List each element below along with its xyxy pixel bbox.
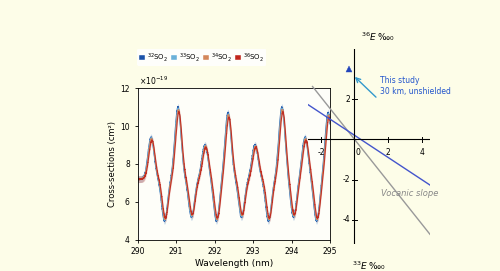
Text: -2: -2 — [317, 148, 324, 157]
Legend: $^{32}$SO$_2$, $^{33}$SO$_2$, $^{34}$SO$_2$, $^{36}$SO$_2$: $^{32}$SO$_2$, $^{33}$SO$_2$, $^{34}$SO$… — [137, 49, 266, 66]
Text: 0: 0 — [356, 148, 360, 157]
Y-axis label: Cross-sections (cm²): Cross-sections (cm²) — [108, 121, 118, 207]
Text: $^{36}E$ ‰₀: $^{36}E$ ‰₀ — [362, 31, 396, 43]
Text: Vocanic slope: Vocanic slope — [382, 189, 438, 198]
Text: -2: -2 — [343, 175, 350, 184]
Text: 4: 4 — [419, 148, 424, 157]
Text: $^{33}E$ ‰₀: $^{33}E$ ‰₀ — [352, 260, 386, 271]
X-axis label: Wavelength (nm): Wavelength (nm) — [194, 259, 273, 268]
Text: $\times10^{-19}$: $\times10^{-19}$ — [140, 74, 168, 86]
Text: -4: -4 — [342, 215, 350, 224]
Text: 2: 2 — [346, 95, 350, 104]
Text: This study
30 km, unshielded: This study 30 km, unshielded — [380, 76, 452, 96]
Text: 2: 2 — [386, 148, 390, 157]
